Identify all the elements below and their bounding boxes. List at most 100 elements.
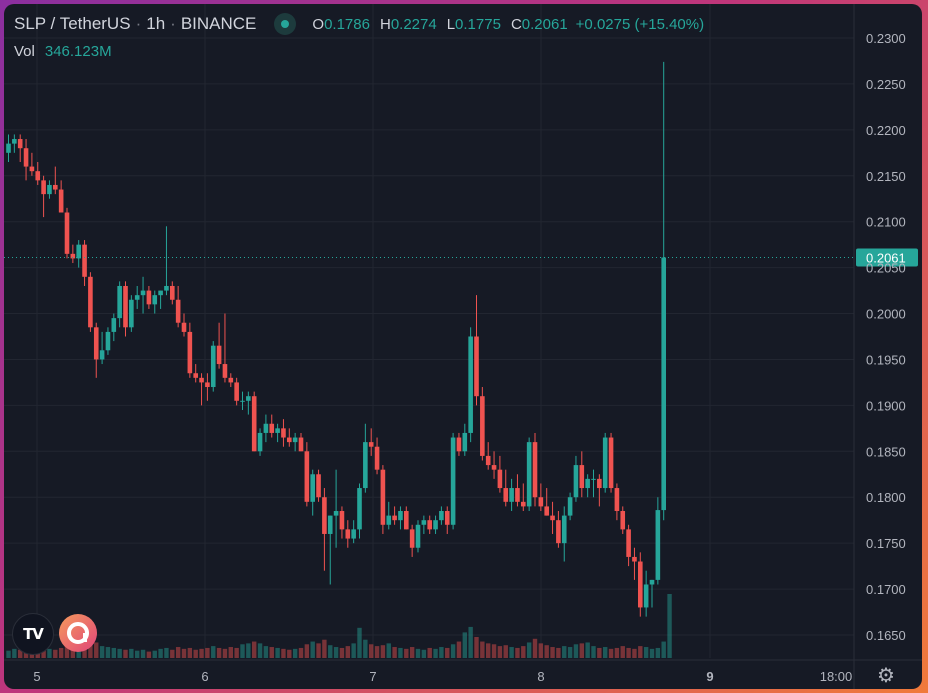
x-tick-label: 7 — [369, 669, 376, 684]
y-tick-label: 0.2250 — [866, 77, 906, 92]
candle-body — [228, 377, 234, 383]
candle-body — [579, 465, 585, 489]
candle-body — [123, 285, 128, 328]
volume-bar — [427, 647, 432, 658]
candle-body — [404, 511, 409, 530]
open-value: 0.1786 — [324, 15, 370, 33]
candle-body — [591, 478, 596, 480]
symbol-name[interactable]: SLP / TetherUS — [14, 14, 131, 33]
candle-body — [521, 501, 526, 507]
open-label: O — [312, 15, 325, 33]
candle-body — [573, 465, 579, 498]
volume-bar — [140, 649, 146, 658]
candle-body — [146, 290, 152, 305]
volume-bar — [415, 648, 421, 658]
candle-body — [292, 437, 298, 443]
volume-bar — [450, 644, 456, 658]
candle-body — [532, 442, 538, 498]
candle-body — [199, 377, 204, 383]
volume-bar — [480, 641, 485, 658]
candle-body — [450, 437, 456, 525]
candle-body — [152, 295, 158, 305]
candle-body — [164, 285, 169, 291]
candle-body — [304, 451, 310, 502]
volume-bar — [123, 649, 128, 658]
volume-bar — [88, 644, 93, 658]
volume-bar — [228, 647, 233, 658]
volume-bar — [181, 648, 187, 658]
candle-body — [298, 437, 304, 452]
volume-bar — [567, 647, 573, 658]
gear-icon[interactable]: ⚙ — [877, 665, 895, 687]
candle-body — [421, 520, 427, 525]
volume-bar — [345, 646, 350, 658]
candle-body — [111, 318, 117, 332]
candle-body — [88, 276, 93, 328]
candle-body — [456, 437, 462, 452]
candles — [6, 61, 666, 617]
volume-bar — [562, 646, 567, 658]
volume-bar — [175, 647, 181, 658]
volume-bar — [614, 647, 620, 658]
volume-bar — [544, 645, 549, 658]
exchange-label: BINANCE — [180, 14, 257, 33]
candle-body — [240, 400, 245, 402]
candle-body — [415, 524, 421, 548]
volume-bar — [585, 642, 590, 658]
candle-body — [140, 290, 146, 296]
y-tick-label: 0.1750 — [866, 536, 906, 551]
axes: 0.1650 0.1700 0.1750 0.1800 0.1850 0.1900 0.19… — [33, 31, 905, 684]
volume-label: Vol — [14, 43, 35, 60]
volume-bar — [64, 646, 70, 658]
volume-bar — [298, 647, 304, 658]
volume-bar — [357, 627, 362, 658]
candle-body — [35, 171, 41, 181]
candle-body — [480, 396, 485, 456]
candle-body — [433, 520, 438, 530]
candle-body — [76, 244, 81, 259]
chart-frame: 0.2061 0.1650 0.1700 0.1750 0.1800 0.1850 0.1… — [4, 4, 922, 689]
candle-body — [550, 515, 555, 521]
candle-body — [105, 331, 111, 351]
volume-bar — [41, 647, 46, 658]
volume-bar — [135, 650, 140, 658]
brand-a-logo-icon[interactable] — [59, 614, 97, 652]
last-price-tag — [856, 248, 918, 267]
volume-bar — [6, 650, 11, 658]
volume-bar — [638, 646, 643, 658]
interval-label[interactable]: 1h — [146, 14, 166, 33]
market-status-icon[interactable] — [274, 13, 297, 35]
volume-bar — [462, 632, 467, 658]
volume-bar — [620, 646, 625, 658]
volume-bar — [643, 647, 649, 658]
volume-bar — [655, 647, 661, 658]
y-tick-label: 0.2150 — [866, 169, 906, 184]
volume-bar — [392, 647, 397, 658]
candle-body — [351, 529, 356, 539]
candle-body — [503, 488, 509, 502]
volume-bar — [252, 641, 257, 658]
volume-bar — [608, 648, 614, 658]
volume-bar — [515, 647, 520, 658]
volume-bar — [193, 649, 198, 658]
x-tick-label: 9 — [706, 669, 713, 684]
volume-bar — [281, 648, 286, 658]
candle-body — [485, 455, 491, 466]
candle-body — [585, 478, 590, 489]
volume-bar — [304, 644, 310, 658]
candle-body — [281, 428, 286, 438]
candle-body — [216, 345, 222, 365]
volume-bar — [328, 645, 333, 658]
volume-bar — [333, 647, 339, 658]
candle-body — [409, 529, 415, 548]
volume-bar — [486, 643, 491, 658]
candle-body — [117, 285, 122, 319]
volume-bar — [53, 649, 58, 658]
volume-bar — [117, 648, 122, 658]
y-tick-label: 0.1650 — [866, 628, 906, 643]
volume-bar — [240, 644, 245, 658]
candlestick-chart[interactable]: 0.2061 0.16500.17000.17500.18000.18500.1… — [4, 4, 922, 689]
tradingview-logo-icon[interactable]: TV — [12, 613, 54, 655]
candle-body — [509, 488, 514, 502]
